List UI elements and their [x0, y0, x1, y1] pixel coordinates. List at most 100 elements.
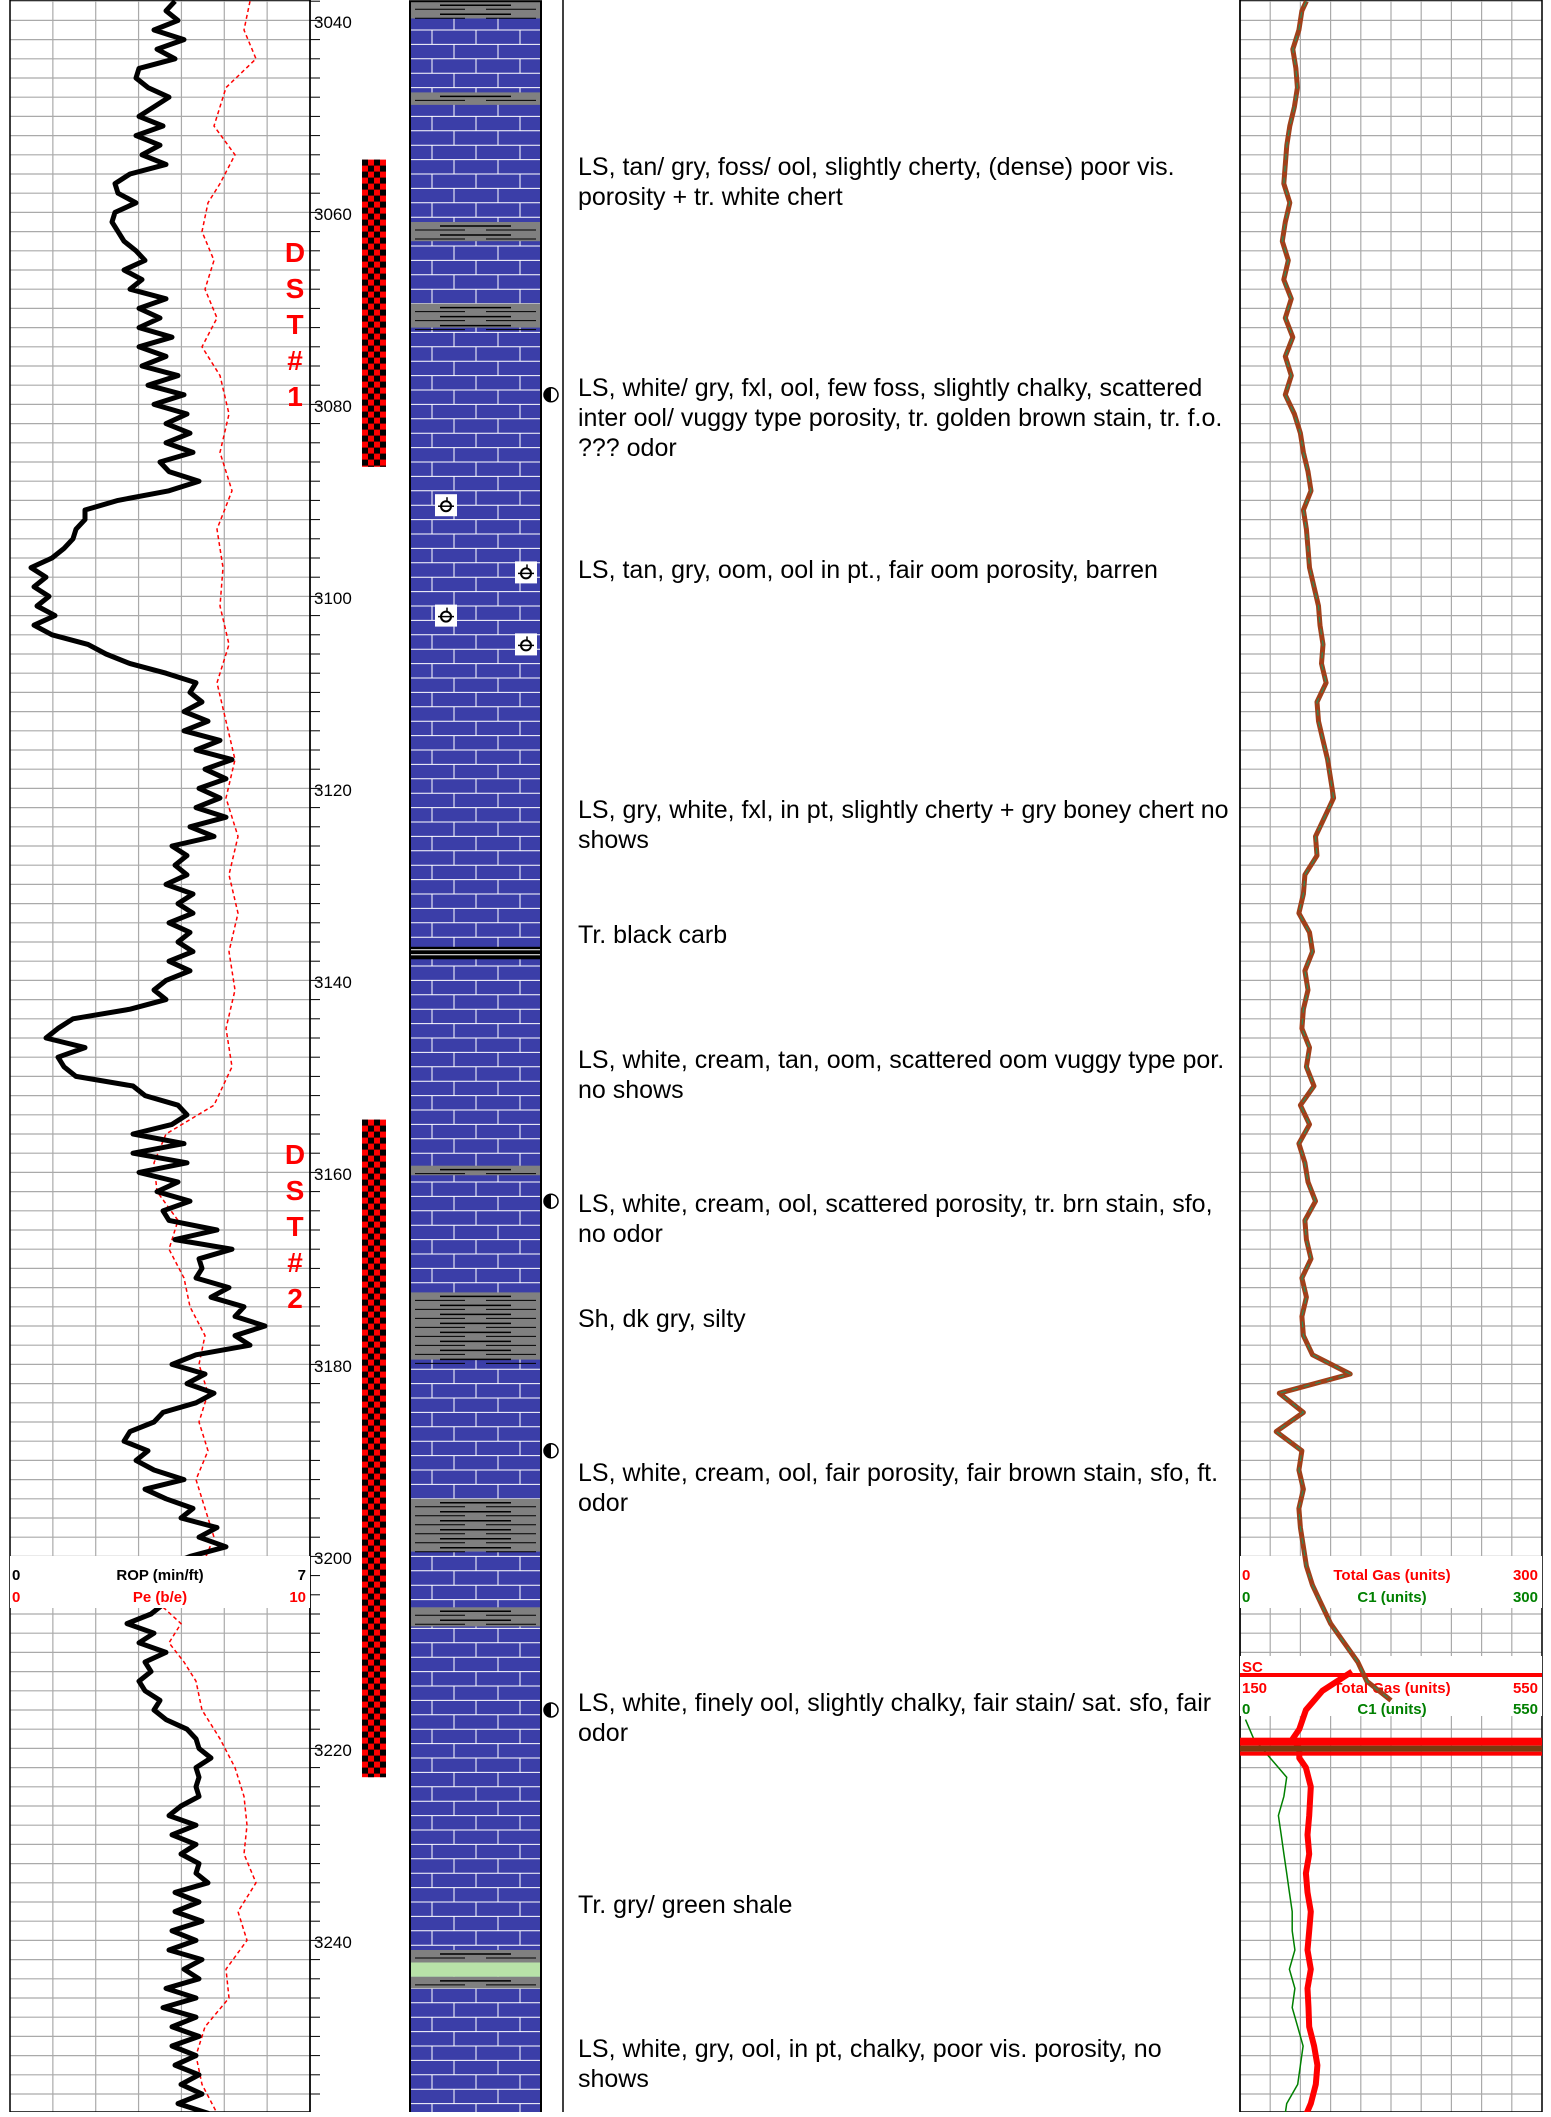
dst-check [368, 381, 374, 388]
dst-check [380, 441, 386, 448]
lithology-description: Tr. gry/ green shale [578, 1890, 793, 1919]
dst-check [368, 261, 374, 268]
dst-check [368, 441, 374, 448]
dst-check [362, 1575, 368, 1582]
total-gas-curve-upper [1273, 0, 1393, 1703]
dst-check [380, 1281, 386, 1288]
dst-check [374, 1155, 380, 1162]
c12-scale-label: C1 (units) [1357, 1701, 1426, 1718]
dst-check [374, 1119, 380, 1126]
dst-check [362, 1563, 368, 1570]
dst-check [380, 417, 386, 424]
dst-check [368, 1449, 374, 1456]
dst-check [380, 1509, 386, 1516]
dst-check [380, 1161, 386, 1168]
depth-label: 3080 [314, 397, 352, 416]
dst-check [374, 351, 380, 358]
dst-check [380, 1365, 386, 1372]
dst-check [374, 1611, 380, 1618]
lithology-border [409, 0, 542, 2117]
dst-check [380, 285, 386, 292]
dst-check [380, 1761, 386, 1768]
dst-check [368, 1293, 374, 1300]
dst-check [380, 1713, 386, 1720]
dst-check [374, 1695, 380, 1702]
dst-check [368, 1149, 374, 1156]
dst-check [362, 171, 368, 178]
dst-check [374, 1131, 380, 1138]
depth-label: 3240 [314, 1933, 352, 1952]
dst-check [362, 1767, 368, 1774]
dst-check [380, 1209, 386, 1216]
dst-check [380, 189, 386, 196]
dst-check [368, 1329, 374, 1336]
dst-check [380, 1125, 386, 1132]
dst-check [368, 357, 374, 364]
dst-check [368, 237, 374, 244]
dst-check [374, 1347, 380, 1354]
dst-check [368, 1209, 374, 1216]
dst-check [362, 1623, 368, 1630]
dst-check [374, 303, 380, 310]
dst-check [368, 1605, 374, 1612]
dst-check [362, 423, 368, 430]
dst-check [362, 1731, 368, 1738]
dst-check [368, 1569, 374, 1576]
dst-check [362, 1191, 368, 1198]
dst-check [374, 1419, 380, 1426]
coal-bed [410, 946, 541, 960]
rop-scale-max: 7 [298, 1567, 306, 1584]
dst-check [374, 435, 380, 442]
dst-check [368, 1725, 374, 1732]
dst-check [380, 201, 386, 208]
dst-check [380, 1593, 386, 1600]
oolite-symbol-icon [515, 633, 537, 656]
shale-bed [410, 1165, 541, 1176]
dst-check [362, 315, 368, 322]
dst-check [368, 1413, 374, 1420]
dst-check [368, 1581, 374, 1588]
dst-check [380, 1617, 386, 1624]
dst-check [368, 249, 374, 256]
oil-show-half-icon [544, 1443, 551, 1458]
dst-check [380, 393, 386, 400]
dst-check [368, 1425, 374, 1432]
dst-check [362, 1131, 368, 1138]
dst-check [362, 1275, 368, 1282]
dst-check [368, 201, 374, 208]
dst-check [380, 261, 386, 268]
depth-label: 3140 [314, 973, 352, 992]
dst-check [380, 369, 386, 376]
scale-change-label: SC [1242, 1659, 1263, 1676]
dst-check [374, 1239, 380, 1246]
dst-check [374, 1443, 380, 1450]
dst-check [374, 291, 380, 298]
dst-check [374, 1599, 380, 1606]
dst-check [374, 1287, 380, 1294]
c1-curve-upper [1275, 0, 1392, 1701]
dst-check [362, 1611, 368, 1618]
gas-spike-band [1240, 1745, 1542, 1752]
dst-check [368, 1593, 374, 1600]
dst-check [362, 1239, 368, 1246]
tg-scale-min: 0 [1242, 1567, 1250, 1584]
dst-check [368, 285, 374, 292]
dst-check [374, 1515, 380, 1522]
symbols-layer [435, 387, 559, 1718]
dst-check [380, 1557, 386, 1564]
lithology-description: LS, white/ gry, fxl, ool, few foss, slig… [578, 373, 1223, 462]
dst-check [380, 1197, 386, 1204]
depth-label: 3160 [314, 1165, 352, 1184]
dst-check [380, 1497, 386, 1504]
dst-check [362, 1323, 368, 1330]
dst-check [380, 1437, 386, 1444]
dst-check [368, 1245, 374, 1252]
dst-check [374, 1359, 380, 1366]
dst-check [374, 1263, 380, 1270]
c1-scale-label: C1 (units) [1357, 1589, 1426, 1606]
dst-check [374, 267, 380, 274]
lithology-description: LS, gry, white, fxl, in pt, slightly che… [578, 796, 1229, 855]
dst-check [374, 1731, 380, 1738]
shale-bed [410, 222, 541, 242]
